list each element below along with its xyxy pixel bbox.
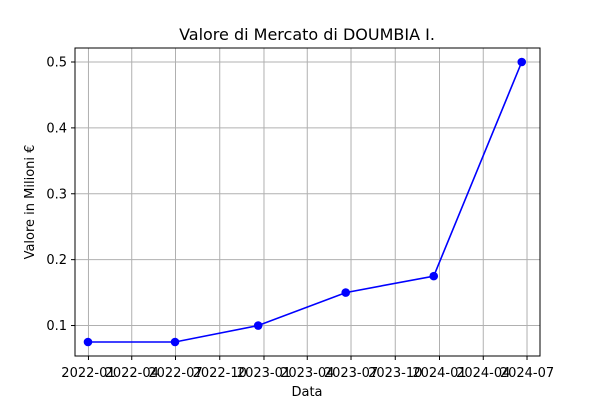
y-tick-label: 0.1 [46,319,67,334]
x-axis-label: Data [291,385,322,400]
data-point [341,288,351,297]
data-point [517,57,527,67]
y-tick-label: 0.4 [46,121,67,136]
x-tick-label: 2023-07 [324,366,378,381]
series-layer [83,57,527,347]
y-axis-label: Valore in Milioni € [23,145,38,260]
x-tick-label: 2023-04 [280,366,334,381]
x-axis-ticks: 2022-012022-042022-072022-102023-012023-… [61,356,554,381]
x-tick-label: 2024-01 [412,366,466,381]
series-line [87,61,523,343]
x-tick-label: 2023-01 [237,366,291,381]
x-tick-label: 2022-10 [193,366,247,381]
chart-title: Valore di Mercato di DOUMBIA I. [179,25,435,44]
x-tick-label: 2022-04 [105,366,159,381]
plot-frame [74,47,541,357]
x-tick-label: 2022-07 [148,366,202,381]
x-tick-label: 2024-07 [500,366,554,381]
x-tick-label: 2024-04 [456,366,510,381]
data-point [253,321,263,330]
data-point [83,337,93,347]
x-tick-label: 2022-01 [61,366,115,381]
y-tick-label: 0.3 [46,187,67,202]
data-point [170,337,180,347]
y-tick-label: 0.2 [46,253,67,268]
grid [75,48,540,356]
y-tick-label: 0.5 [46,56,67,71]
y-axis-ticks: 0.1 0.2 0.3 0.4 0.5 [46,56,75,334]
x-tick-label: 2023-10 [368,366,422,381]
data-point [429,271,439,281]
